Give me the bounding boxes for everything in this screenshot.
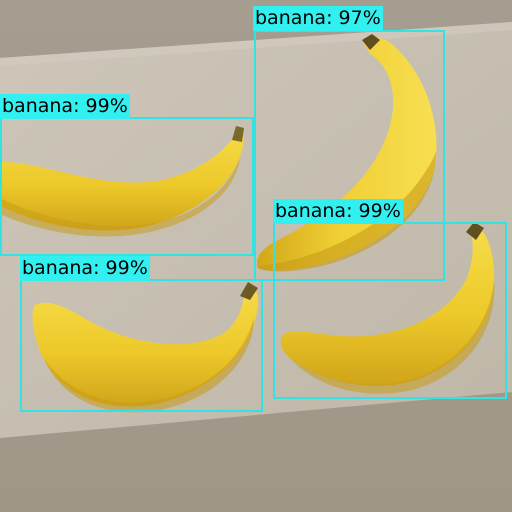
detection-box [0, 117, 254, 256]
detection-box [20, 279, 263, 412]
detection-label: banana: 99% [0, 94, 130, 119]
detection-label: banana: 99% [20, 256, 150, 281]
detection-box [254, 30, 445, 281]
detection-label: banana: 99% [273, 199, 403, 224]
banana-upper-left [0, 126, 244, 237]
banana-lower-right [280, 222, 495, 394]
banana-lower-left [32, 282, 258, 413]
detection-label: banana: 97% [253, 6, 383, 31]
detection-box [273, 222, 507, 399]
